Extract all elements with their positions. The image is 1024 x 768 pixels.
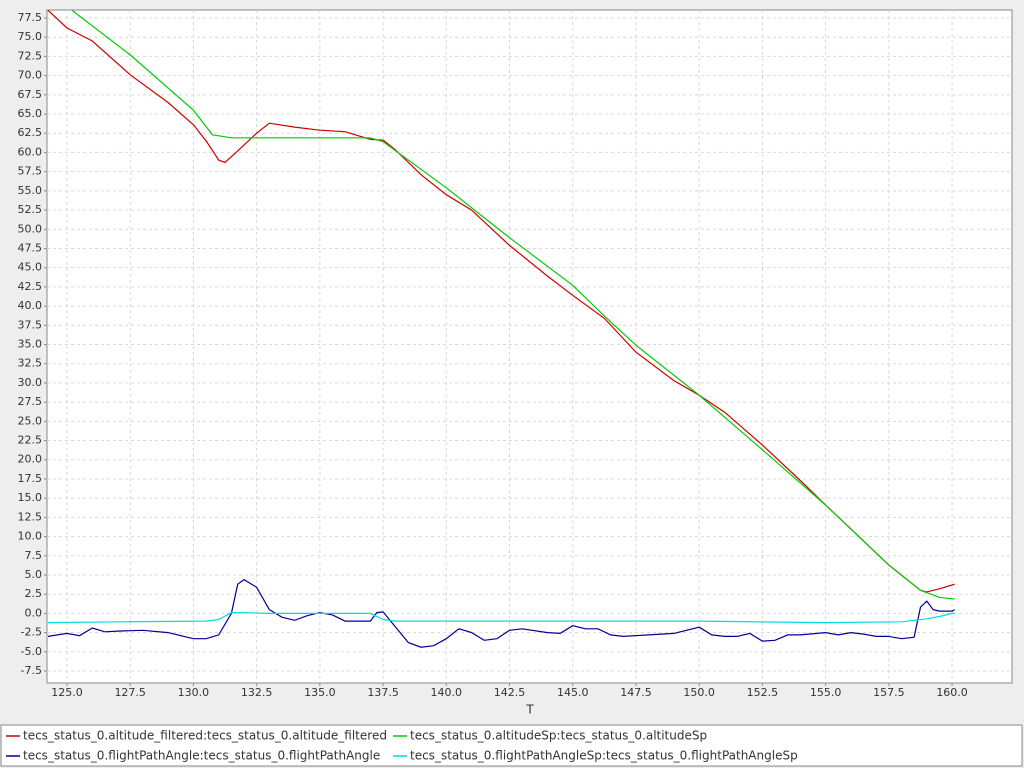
series-line <box>71 10 955 600</box>
plot-area <box>46 9 1013 684</box>
y-tick-label: 75.0 <box>18 30 43 43</box>
x-tick-label: 127.5 <box>114 686 146 699</box>
y-tick-label: 7.5 <box>25 549 43 562</box>
y-tick-label: 65.0 <box>18 107 43 120</box>
x-tick-label: 147.5 <box>620 686 652 699</box>
y-tick-label: 77.5 <box>18 11 43 24</box>
x-tick-label: 140.0 <box>431 686 463 699</box>
x-axis-label: T <box>525 703 534 717</box>
x-tick-label: 142.5 <box>494 686 526 699</box>
legend-label: tecs_status_0.flightPathAngle:tecs_statu… <box>23 749 380 763</box>
y-tick-label: 50.0 <box>18 222 43 235</box>
x-tick-label: 137.5 <box>367 686 399 699</box>
y-tick-label: 72.5 <box>18 49 43 62</box>
x-tick-label: 125.0 <box>51 686 83 699</box>
legend-label: tecs_status_0.altitudeSp:tecs_status_0.a… <box>410 729 707 743</box>
series-line <box>47 612 955 624</box>
legend <box>0 724 1023 767</box>
y-tick-label: 37.5 <box>18 318 43 331</box>
y-tick-label: -2.5 <box>21 626 42 639</box>
y-tick-label: 0.0 <box>25 606 43 619</box>
y-tick-label: 27.5 <box>18 395 43 408</box>
y-tick-label: 62.5 <box>18 126 43 139</box>
y-tick-label: -7.5 <box>21 664 42 677</box>
x-tick-label: 132.5 <box>241 686 273 699</box>
x-tick-label: 145.0 <box>557 686 589 699</box>
x-tick-label: 155.0 <box>810 686 842 699</box>
y-tick-label: 45.0 <box>18 261 43 274</box>
y-tick-label: 17.5 <box>18 472 43 485</box>
legend-label: tecs_status_0.flightPathAngleSp:tecs_sta… <box>410 749 798 763</box>
x-tick-label: 130.0 <box>178 686 210 699</box>
series-line <box>47 578 955 648</box>
x-tick-label: 152.5 <box>747 686 779 699</box>
y-tick-label: 52.5 <box>18 203 43 216</box>
y-tick-label: 2.5 <box>25 587 43 600</box>
x-tick-label: 160.0 <box>936 686 968 699</box>
x-tick-label: 150.0 <box>683 686 715 699</box>
y-tick-label: 30.0 <box>18 376 43 389</box>
y-tick-label: 32.5 <box>18 357 43 370</box>
y-tick-label: 67.5 <box>18 88 43 101</box>
y-tick-label: 20.0 <box>18 453 43 466</box>
y-tick-label: 70.0 <box>18 69 43 82</box>
y-tick-label: -5.0 <box>21 645 42 658</box>
x-tick-label: 135.0 <box>304 686 336 699</box>
y-tick-label: 15.0 <box>18 491 43 504</box>
y-tick-label: 22.5 <box>18 434 43 447</box>
y-tick-label: 25.0 <box>18 414 43 427</box>
y-tick-label: 5.0 <box>25 568 43 581</box>
y-tick-label: 35.0 <box>18 338 43 351</box>
y-tick-label: 40.0 <box>18 299 43 312</box>
y-tick-label: 10.0 <box>18 530 43 543</box>
y-tick-label: 57.5 <box>18 165 43 178</box>
legend-label: tecs_status_0.altitude_filtered:tecs_sta… <box>23 729 387 743</box>
y-tick-label: 47.5 <box>18 241 43 254</box>
y-tick-label: 60.0 <box>18 145 43 158</box>
y-tick-label: 42.5 <box>18 280 43 293</box>
y-tick-label: 12.5 <box>18 510 43 523</box>
x-tick-label: 157.5 <box>873 686 905 699</box>
y-tick-label: 55.0 <box>18 184 43 197</box>
